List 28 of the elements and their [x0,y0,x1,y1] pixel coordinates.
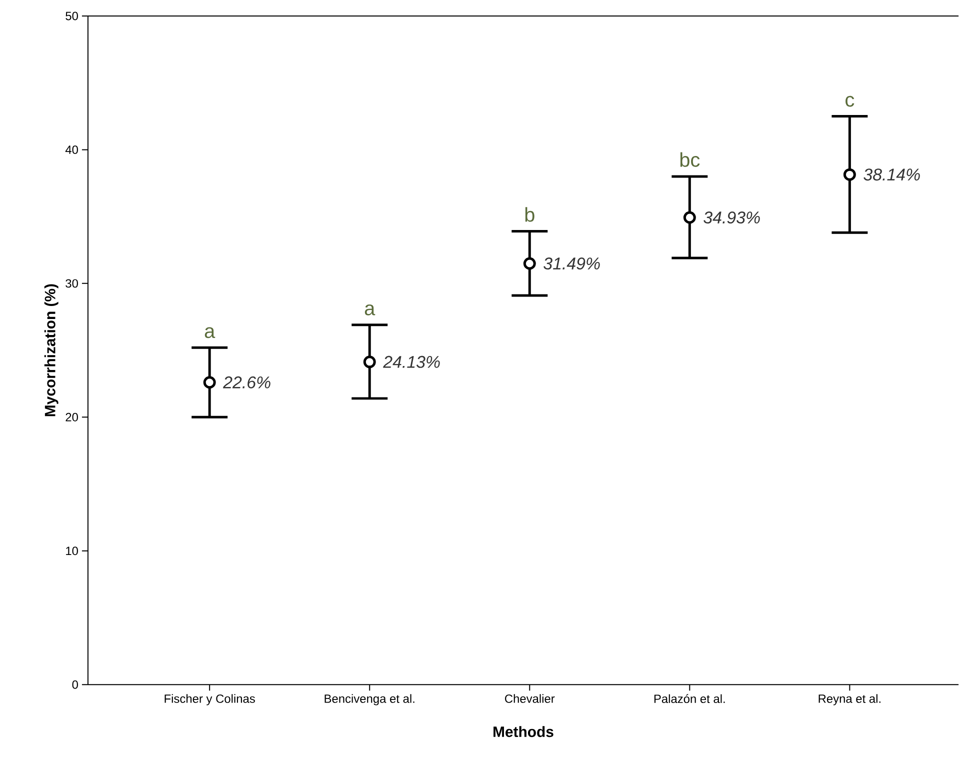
y-tick-label: 40 [65,146,78,154]
x-tick-label: Palazón et al. [654,694,725,704]
x-tick-label: Reyna et al. [818,694,880,706]
data-label: 22.6% [223,376,270,389]
annotation: a [364,304,376,316]
y-tick-label: 10 [66,546,78,556]
annotation: a [204,327,216,338]
y-tick-label: 50 [66,12,78,20]
point [523,257,536,270]
annotation: c [846,96,854,107]
y-axis-title: Mycorrhization (%) [44,284,58,416]
annotation: b [525,207,534,222]
data-label: 24.13% [383,356,440,368]
point [203,376,216,389]
point [363,356,376,368]
y-tick-label: 0 [72,680,78,690]
annotation: bc [680,152,700,168]
point [843,168,856,182]
data-label: 38.14% [864,168,920,181]
x-tick-label: Fischer y Colinas [164,694,255,706]
x-tick-label: Chevalier [505,694,555,704]
y-tick-label: 20 [66,413,78,422]
data-label: 34.93% [704,212,760,224]
data-label: 31.49% [544,258,600,270]
y-tick-label: 30 [66,279,78,288]
x-axis-title: Methods [494,726,554,738]
point [683,211,696,224]
x-tick-label: Bencivenga et al. [324,694,414,706]
